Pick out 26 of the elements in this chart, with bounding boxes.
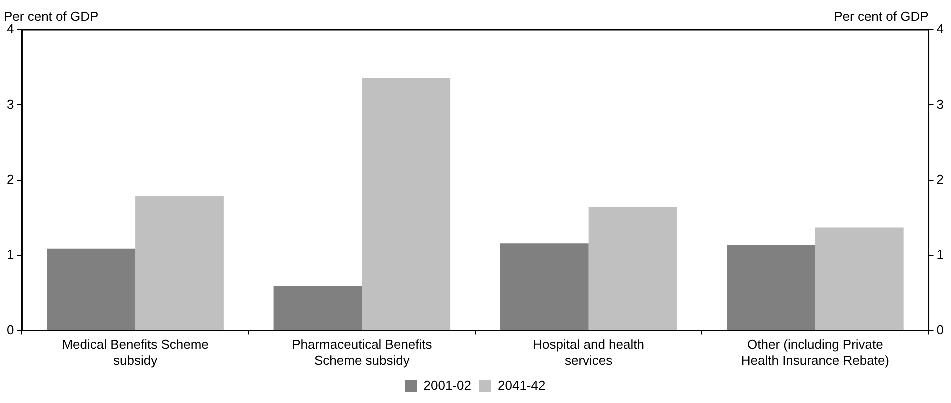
x-tick-label: Medical Benefits Scheme subsidy	[62, 337, 209, 368]
bar	[362, 78, 451, 330]
y-tick-label: 2	[6, 172, 14, 187]
y2-tick-label: 4	[936, 22, 944, 37]
y2-tick-label: 3	[936, 96, 944, 112]
bar	[274, 286, 362, 330]
legend-label: 2041-42	[498, 378, 546, 394]
bar	[47, 248, 136, 330]
y-tick-label: 0	[6, 322, 14, 338]
y-axis-title: Per cent of GDP	[4, 9, 99, 24]
y-tick-label: 1	[6, 247, 14, 262]
y2-tick-label: 1	[936, 247, 944, 262]
x-tick-label: Other (including Private Health Insurance Rebate)	[741, 337, 890, 368]
bar	[588, 207, 678, 330]
legend-label: 2001-02	[424, 378, 472, 394]
y2-tick-label: 0	[936, 322, 944, 338]
x-tick-label: Pharmaceutical Benefits Scheme subsidy	[292, 337, 433, 368]
y2-tick-label: 2	[936, 172, 944, 187]
y2-axis-title: Per cent of GDP	[834, 9, 929, 24]
bar	[815, 228, 904, 330]
y-tick-label: 3	[6, 96, 14, 112]
bar	[500, 244, 589, 330]
y-tick-label: 4	[6, 22, 14, 37]
x-tick-label: Hospital and health services	[533, 337, 644, 368]
bar	[727, 245, 816, 330]
bar	[136, 196, 224, 330]
